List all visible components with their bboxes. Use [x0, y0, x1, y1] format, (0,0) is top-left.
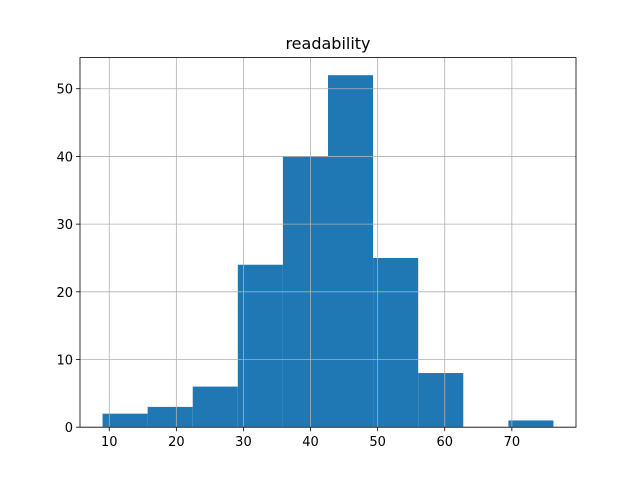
x-tick-label: 40 [302, 435, 319, 450]
bar [102, 413, 148, 428]
bar [418, 373, 464, 428]
bar [328, 75, 374, 428]
bar [508, 420, 554, 428]
chart-title: readability [285, 34, 370, 53]
y-tick-label: 20 [56, 286, 73, 301]
x-tick-label: 20 [168, 435, 185, 450]
x-tick-label: 70 [504, 435, 521, 450]
x-tick-label: 50 [369, 435, 386, 450]
y-tick-label: 30 [56, 218, 73, 233]
x-tick-label: 60 [436, 435, 453, 450]
bar [147, 406, 193, 428]
bar [373, 257, 419, 428]
bar [237, 264, 283, 428]
x-tick-label: 10 [101, 435, 118, 450]
y-tick-label: 40 [56, 150, 73, 165]
bar [192, 386, 238, 428]
y-tick-label: 50 [56, 83, 73, 98]
y-tick-label: 0 [65, 421, 73, 436]
x-tick-label: 30 [235, 435, 252, 450]
y-tick-label: 10 [56, 354, 73, 369]
plot-frame [79, 57, 577, 428]
